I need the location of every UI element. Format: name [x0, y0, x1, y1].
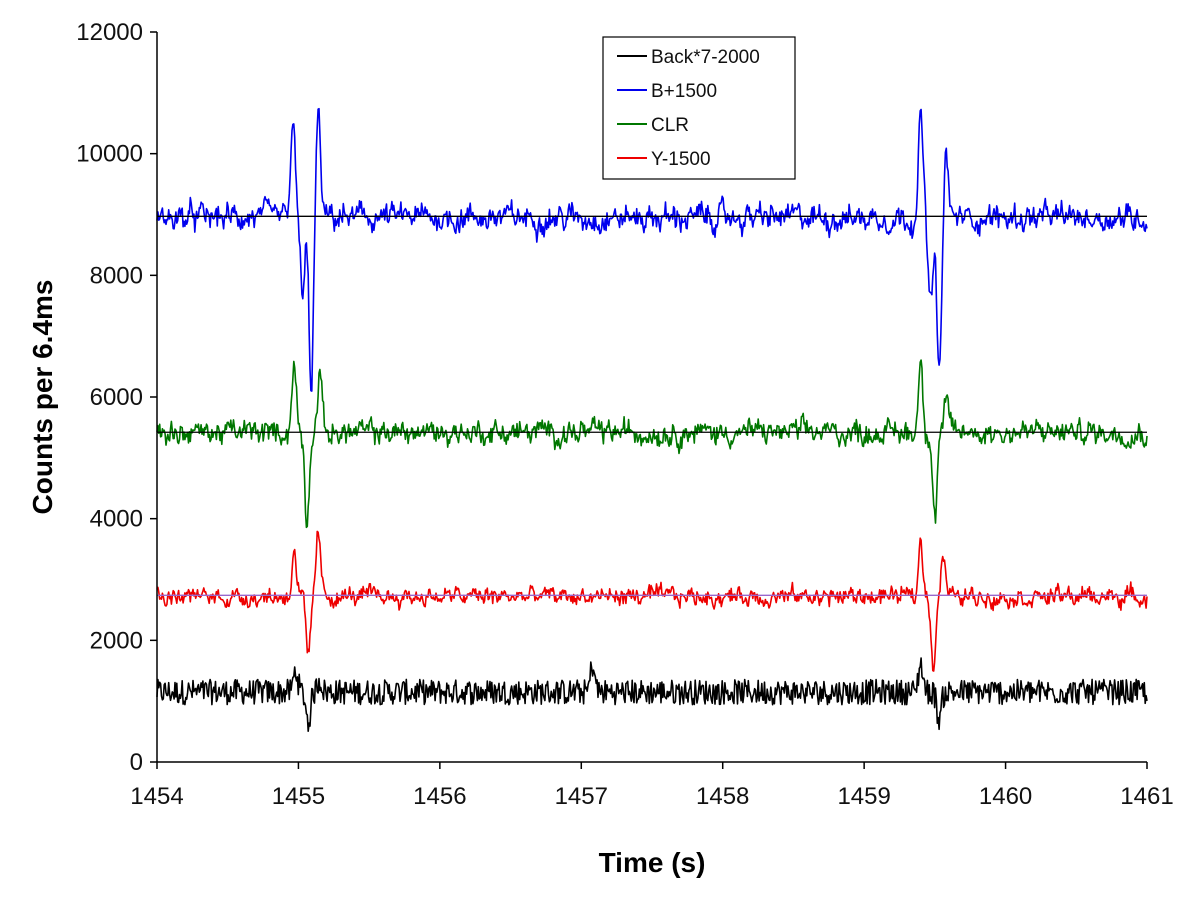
- x-axis-title: Time (s): [599, 847, 706, 878]
- tick-marks: [150, 31, 1148, 769]
- y-tick-label: 4000: [90, 506, 143, 533]
- legend-label: B+1500: [651, 81, 717, 102]
- x-tick-label: 1454: [130, 783, 183, 810]
- x-tick-label: 1457: [555, 783, 608, 810]
- series-line-3: [156, 530, 1148, 672]
- y-tick-label: 2000: [90, 627, 143, 654]
- y-tick-label: 0: [130, 749, 143, 776]
- y-tick-label: 10000: [76, 141, 143, 168]
- tick-labels: 0 2000 4000 6000 8000 10000 12000 1454 1455 1456 1…: [76, 19, 1173, 810]
- legend: Back*7-2000 B+1500 CLR Y-1500: [602, 36, 796, 180]
- mean-lines: [157, 215, 1147, 596]
- legend-label: Back*7-2000: [651, 47, 760, 68]
- x-tick-label: 1460: [979, 783, 1032, 810]
- x-tick-label: 1461: [1120, 783, 1173, 810]
- y-tick-label: 6000: [90, 384, 143, 411]
- x-tick-label: 1458: [696, 783, 749, 810]
- y-axis-title: Counts per 6.4ms: [27, 280, 58, 515]
- legend-label: Y-1500: [651, 149, 711, 170]
- x-tick-label: 1456: [413, 783, 466, 810]
- y-tick-label: 12000: [76, 19, 143, 46]
- series-line-1: [156, 107, 1148, 392]
- y-tick-label: 8000: [90, 262, 143, 289]
- series-lines: [156, 107, 1148, 733]
- legend-box: [602, 36, 796, 180]
- series-line-2: [156, 359, 1148, 529]
- series-line-0: [156, 657, 1148, 733]
- legend-label: CLR: [651, 115, 689, 136]
- x-tick-label: 1459: [837, 783, 890, 810]
- x-tick-label: 1455: [272, 783, 325, 810]
